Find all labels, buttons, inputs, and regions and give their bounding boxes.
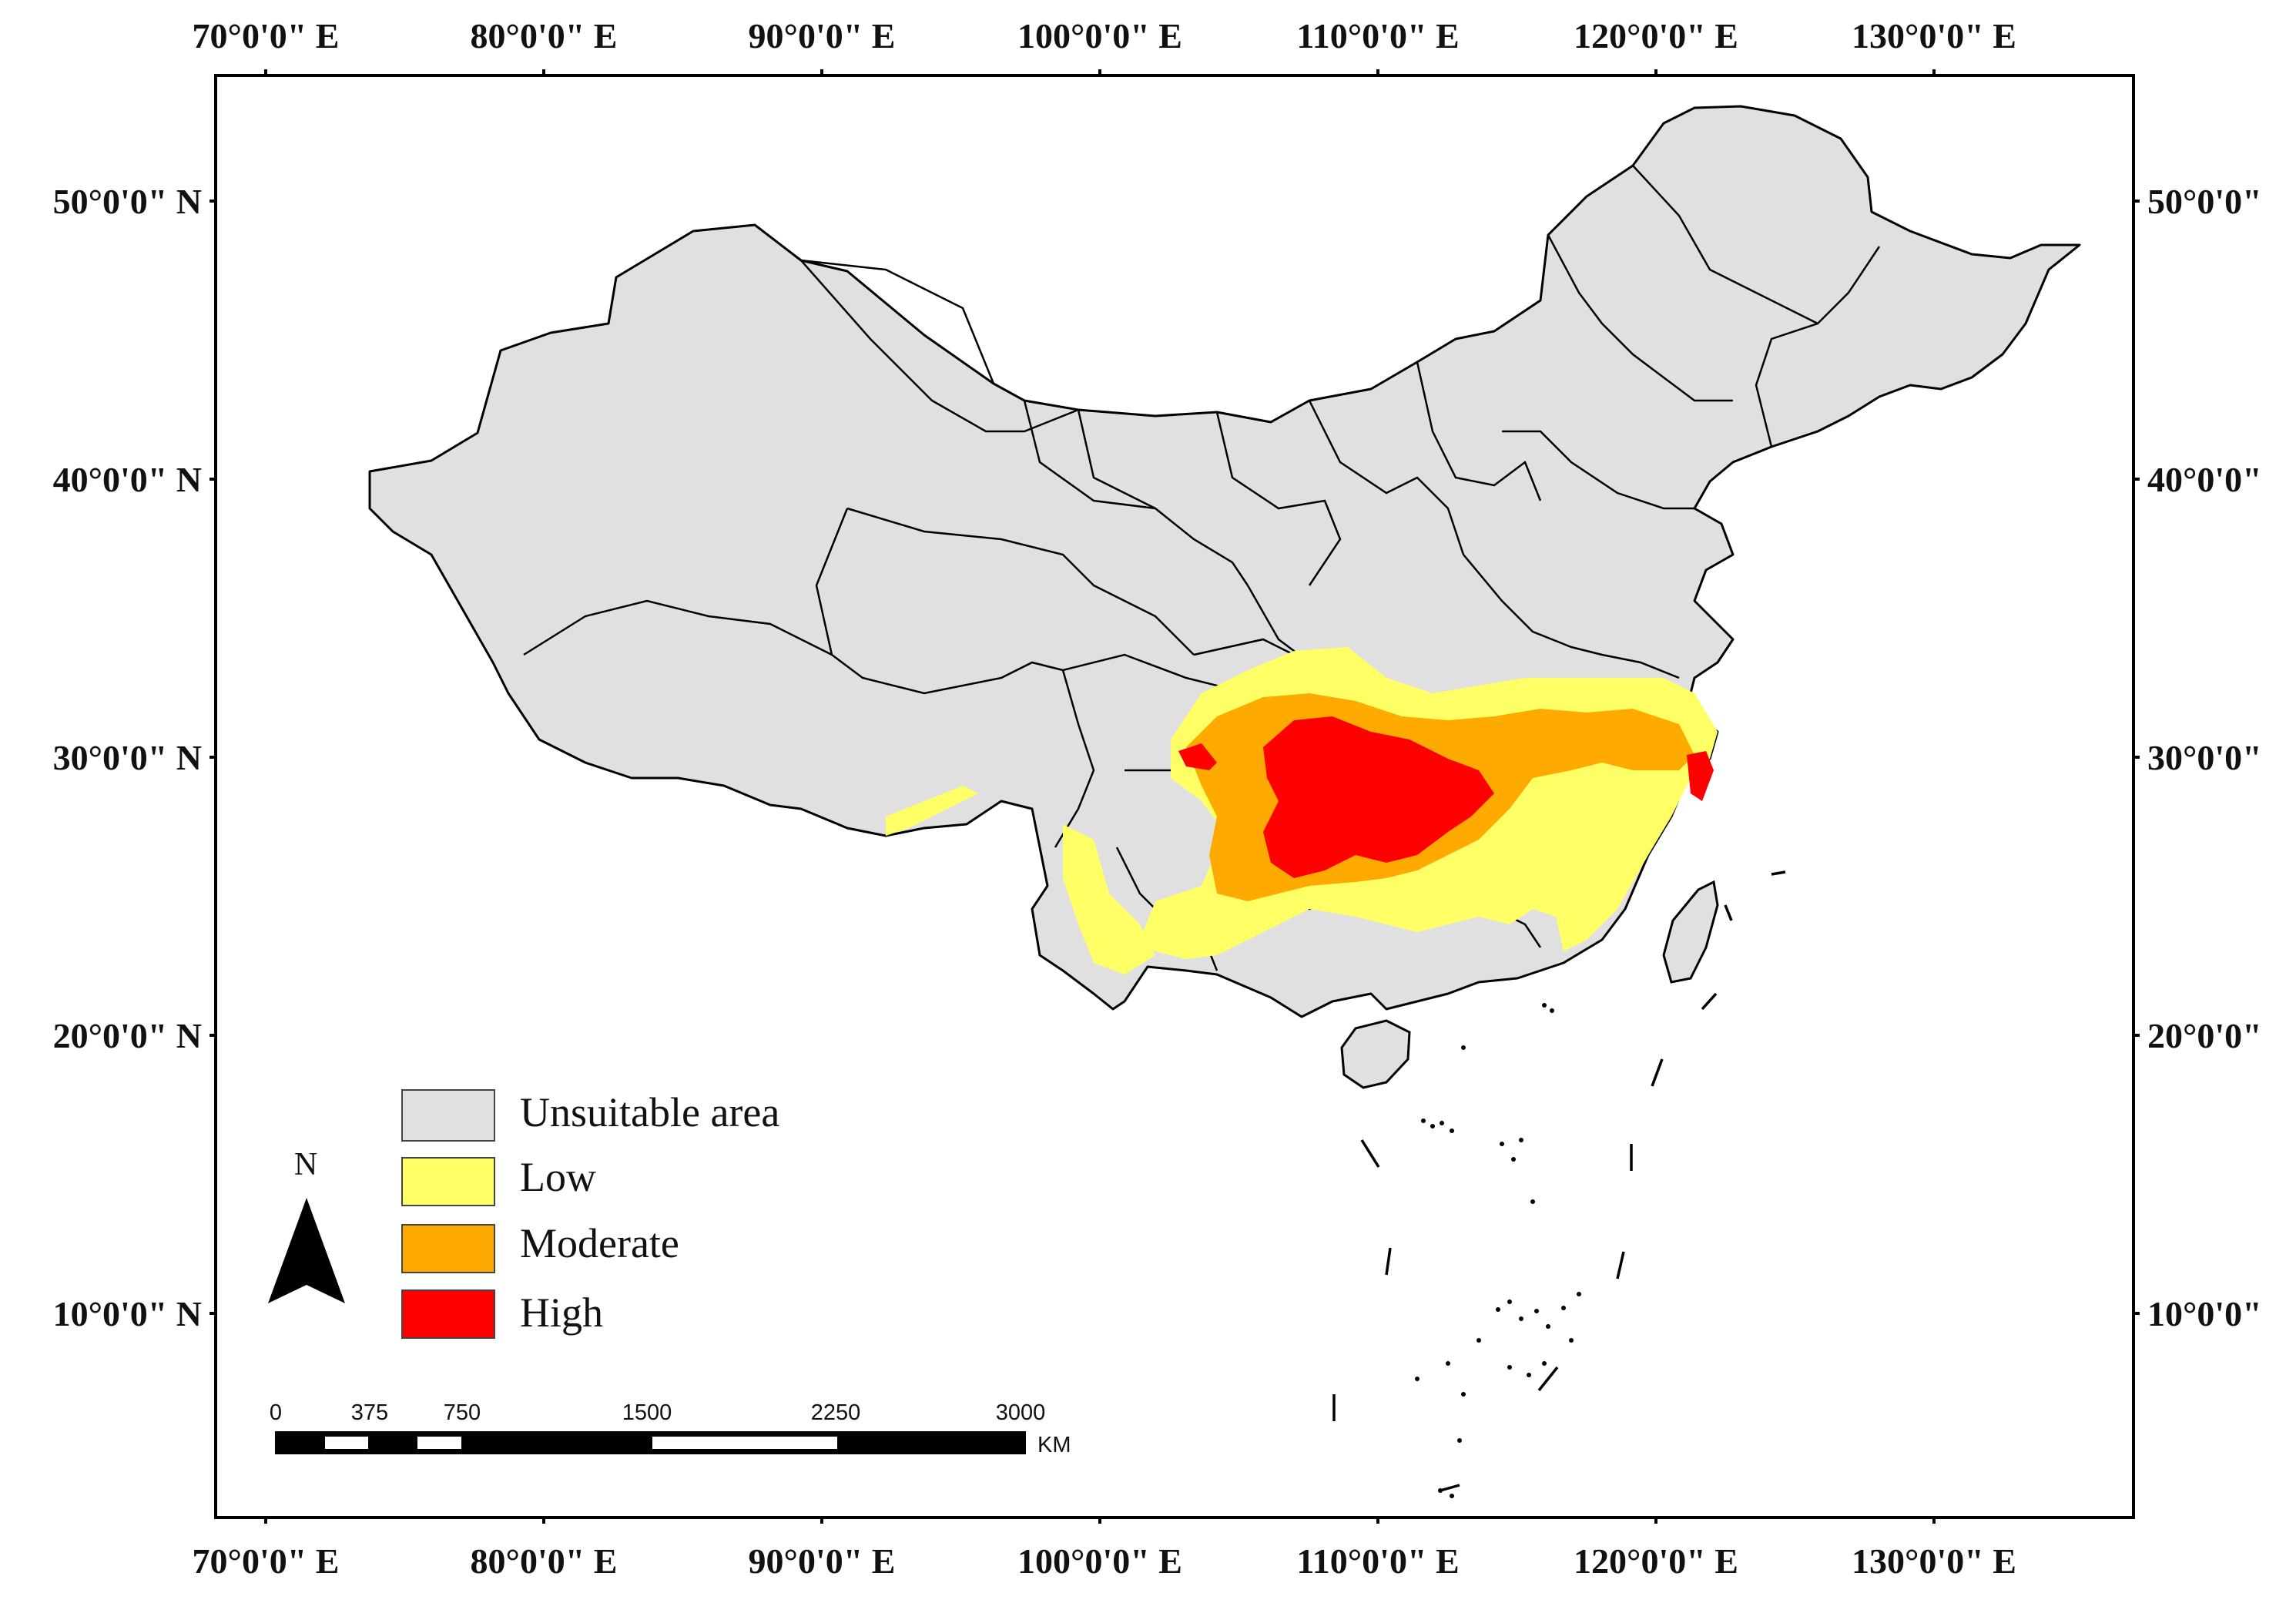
top-longitude-labels: 70°0'0" E 80°0'0" E 90°0'0" E 100°0'0" E… — [193, 16, 2016, 55]
scale-bar: 0 375 750 1500 2250 3000 KM — [270, 1400, 1071, 1457]
left-label-10: 10°0'0" N — [53, 1294, 202, 1333]
zone-high — [1263, 716, 1494, 878]
scale-tick-3000: 3000 — [996, 1400, 1046, 1425]
top-label-80: 80°0'0" E — [471, 16, 618, 55]
top-label-90: 90°0'0" E — [749, 16, 896, 55]
scale-segment — [325, 1437, 368, 1449]
legend-item-high: High — [401, 1289, 603, 1339]
right-latitude-labels: 50°0'0" 40°0'0" 30°0'0" 20°0'0" 10°0'0" — [2147, 182, 2262, 1333]
south-sea-dashes — [1332, 870, 1786, 1492]
north-arrow: N — [268, 1147, 345, 1303]
right-label-50: 50°0'0" — [2147, 182, 2262, 221]
legend-swatch-low — [401, 1157, 495, 1206]
scale-segment — [417, 1437, 461, 1449]
left-label-30: 30°0'0" N — [53, 738, 202, 777]
right-label-20: 20°0'0" — [2147, 1016, 2262, 1055]
hainan-island — [1340, 1019, 1411, 1089]
frame-ticks — [209, 69, 2140, 1524]
scale-tick-1500: 1500 — [622, 1400, 672, 1425]
top-label-70: 70°0'0" E — [193, 16, 340, 55]
south-sea-islands — [1415, 1003, 1581, 1498]
left-label-50: 50°0'0" N — [53, 182, 202, 221]
legend-label-moderate: Moderate — [520, 1220, 679, 1266]
bottom-longitude-labels: 70°0'0" E 80°0'0" E 90°0'0" E 100°0'0" E… — [193, 1541, 2016, 1581]
bottom-label-90: 90°0'0" E — [749, 1541, 896, 1581]
left-label-20: 20°0'0" N — [53, 1016, 202, 1055]
zone-low-tibet — [886, 786, 978, 836]
bottom-label-100: 100°0'0" E — [1017, 1541, 1182, 1581]
bottom-label-80: 80°0'0" E — [471, 1541, 618, 1581]
scale-tick-2250: 2250 — [811, 1400, 861, 1425]
left-latitude-labels: 50°0'0" N 40°0'0" N 30°0'0" N 20°0'0" N … — [53, 182, 202, 1333]
scale-tick-0: 0 — [270, 1400, 282, 1425]
scale-tick-375: 375 — [351, 1400, 388, 1425]
legend-swatch-high — [401, 1289, 495, 1339]
north-arrow-label: N — [294, 1147, 317, 1182]
legend-label-high: High — [520, 1289, 603, 1336]
legend-label-low: Low — [520, 1154, 596, 1200]
bottom-label-70: 70°0'0" E — [193, 1541, 340, 1581]
left-label-40: 40°0'0" N — [53, 460, 202, 499]
right-label-10: 10°0'0" — [2147, 1294, 2262, 1333]
bottom-label-120: 120°0'0" E — [1574, 1541, 1738, 1581]
legend-item-moderate: Moderate — [401, 1220, 679, 1273]
top-label-110: 110°0'0" E — [1296, 16, 1459, 55]
legend-swatch-moderate — [401, 1224, 495, 1273]
legend-label-unsuitable: Unsuitable area — [520, 1089, 779, 1135]
zone-low-west — [1063, 824, 1155, 974]
legend: Unsuitable area Low Moderate High — [401, 1089, 779, 1339]
zone-high-west — [1178, 743, 1217, 770]
scale-segment — [652, 1437, 837, 1449]
right-label-30: 30°0'0" — [2147, 738, 2262, 777]
bottom-label-110: 110°0'0" E — [1296, 1541, 1459, 1581]
bottom-label-130: 130°0'0" E — [1852, 1541, 2016, 1581]
legend-item-unsuitable: Unsuitable area — [401, 1089, 779, 1142]
scale-unit: KM — [1037, 1433, 1071, 1457]
right-label-40: 40°0'0" — [2147, 460, 2262, 499]
top-label-130: 130°0'0" E — [1852, 16, 2016, 55]
legend-item-low: Low — [401, 1154, 596, 1206]
scale-tick-750: 750 — [444, 1400, 481, 1425]
top-label-120: 120°0'0" E — [1574, 16, 1738, 55]
north-arrow-icon — [268, 1198, 345, 1303]
zone-high-east — [1687, 751, 1714, 801]
legend-swatch-unsuitable — [401, 1089, 495, 1142]
taiwan-island — [1662, 880, 1719, 984]
suitability-zones — [886, 647, 1718, 974]
top-label-100: 100°0'0" E — [1017, 16, 1182, 55]
